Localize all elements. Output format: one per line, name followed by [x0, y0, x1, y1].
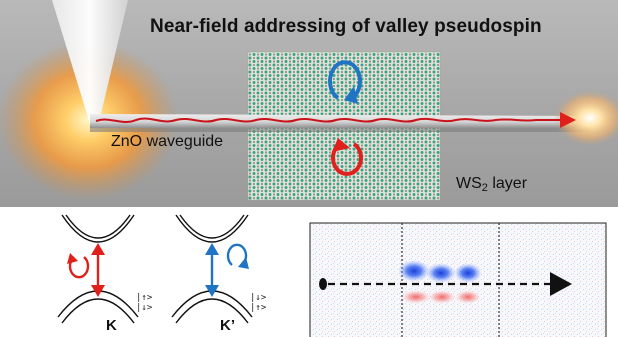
k-prime-spin-bottom: |↑>: [250, 303, 267, 313]
band-diagrams: [57, 214, 253, 324]
arrow-head: [550, 272, 572, 296]
source-marker: [319, 278, 327, 290]
k-prime-spin-states: |↓> |↑>: [250, 293, 266, 313]
k-spin-top: |↑>: [136, 293, 153, 303]
k-spin-states: |↑> |↓>: [136, 293, 152, 313]
k-valley-bands: [57, 214, 139, 324]
near-field-tip: [52, 0, 128, 126]
figure-title: Near-field addressing of valley pseudosp…: [150, 16, 542, 37]
zno-waveguide: [90, 114, 590, 132]
valley-k-prime-label: K’: [220, 317, 235, 334]
ws2-prefix: WS: [456, 175, 482, 192]
red-circular-polarization-icon: [331, 138, 363, 176]
ws2-subscript: 2: [481, 182, 488, 194]
waveguide-label: ZnO waveguide: [111, 133, 224, 150]
ws2-suffix: layer: [487, 175, 528, 192]
output-glow: [554, 90, 618, 146]
valley-band-diagram-panel: [0, 213, 300, 337]
top-illustration-panel: Near-field addressing of valley pseudosp…: [0, 0, 618, 207]
top-illustration: [0, 0, 618, 201]
propagating-wave: [95, 112, 576, 128]
red-signal-spots: [401, 290, 481, 304]
k-prime-valley-bands: [171, 214, 253, 324]
k-prime-spin-top: |↓>: [250, 293, 267, 303]
measurement-map-panel: [300, 213, 618, 337]
ws2-layer-label: WS2 layer: [456, 175, 527, 194]
valley-k-label: K: [106, 317, 117, 334]
blue-signal-spots: [398, 260, 482, 283]
blue-circular-polarization-icon: [328, 60, 362, 104]
panel-divider: [0, 207, 618, 213]
measurement-map: [309, 222, 607, 337]
k-spin-bottom: |↓>: [136, 303, 153, 313]
